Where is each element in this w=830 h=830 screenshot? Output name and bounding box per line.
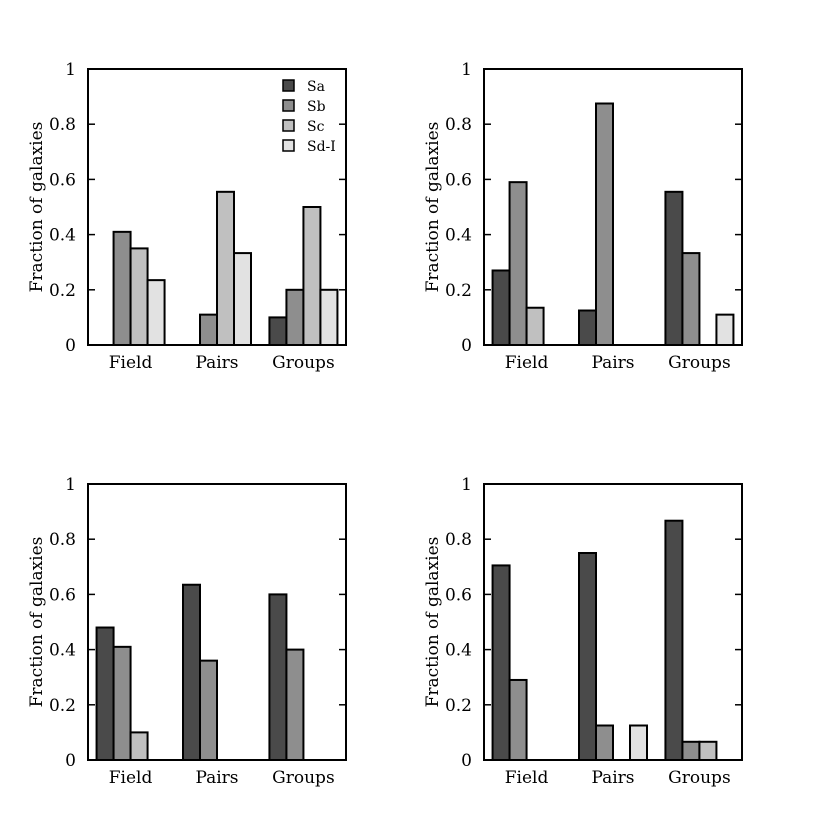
bar-pairs-sd-i [233,252,252,346]
y-axis-label: Fraction of galaxies [423,122,443,293]
y-tick-label: 0.6 [49,585,76,605]
panel-bottom-left: 0 0.2 0.4 0.6 0.8 1 Field Pairs Groups Fraction o… [27,475,347,788]
y-tick-label: 0.2 [445,696,472,716]
bar-groups-sb [681,740,701,761]
bar-groups-sb [285,288,305,346]
bar-field-sc [129,731,149,762]
y-tick-label: 0.6 [49,170,76,190]
bar-groups-sb [681,252,701,346]
legend-label-sd-i: Sd-I [307,139,336,155]
x-category-label-pairs: Pairs [195,768,238,788]
plot-frame [87,483,347,761]
x-category-label-pairs: Pairs [591,353,634,373]
legend-swatch-sa [282,79,295,92]
bar-groups-sa [664,190,684,346]
x-category-label-field: Field [505,768,549,788]
bar-field-sb [508,181,528,346]
legend-swatch-sb [282,99,295,112]
legend-label-sc: Sc [307,119,325,135]
panel-bottom-right: 0 0.2 0.4 0.6 0.8 1 Field Pairs Groups Fraction o… [423,475,743,788]
panel-top-right: 0 0.2 0.4 0.6 0.8 1 Field Pairs Groups Fraction o… [423,60,743,373]
x-category-label-field: Field [109,768,153,788]
y-tick-label: 1 [461,475,472,495]
bar-pairs-sa [182,583,201,761]
bar-field-sa [491,564,511,761]
y-tick-label: 0.8 [445,530,472,550]
bar-field-sa [491,269,511,347]
y-tick-label: 0 [461,336,472,356]
plot-frame [483,68,743,346]
plot-frame [87,68,347,346]
y-tick-label: 0.4 [445,226,472,246]
y-tick-label: 1 [461,60,472,80]
bar-pairs-sa [578,309,597,346]
y-tick-label: 0.8 [49,530,76,550]
y-axis-label: Fraction of galaxies [27,122,47,293]
bar-groups-sc [698,740,718,761]
y-tick-label: 0.4 [445,641,472,661]
y-axis-label: Fraction of galaxies [27,537,47,708]
bar-pairs-sb [595,102,614,346]
x-category-label-groups: Groups [668,768,731,788]
bar-pairs-sd-i [629,724,648,761]
legend-label-sa: Sa [307,79,325,95]
bar-groups-sb [285,648,305,761]
y-tick-label: 0 [65,751,76,771]
y-tick-label: 1 [65,60,76,80]
x-category-label-groups: Groups [668,353,731,373]
x-category-label-groups: Groups [272,353,335,373]
bar-groups-sa [268,316,288,346]
bar-field-sb [112,645,132,762]
bar-pairs-sb [595,724,614,761]
y-tick-label: 0.4 [49,641,76,661]
bar-field-sa [95,626,115,762]
legend-swatch-sc [282,119,295,132]
x-category-label-pairs: Pairs [195,353,238,373]
bar-field-sd-i [146,279,166,347]
legend-swatch-sd-i [282,139,295,152]
y-tick-label: 0.2 [49,281,76,301]
y-tick-label: 1 [65,475,76,495]
legend: Sa Sb Sc Sd-I [282,79,336,155]
y-tick-label: 0 [65,336,76,356]
bar-field-sc [525,306,545,346]
y-tick-label: 0.2 [445,281,472,301]
bar-pairs-sc [216,190,235,346]
y-tick-label: 0 [461,751,472,771]
bar-pairs-sb [199,313,218,347]
plot-frame [483,483,743,761]
bar-groups-sc [302,206,322,346]
bar-groups-sa [664,519,684,762]
bar-pairs-sa [578,552,597,761]
y-tick-label: 0.6 [445,585,472,605]
x-category-label-field: Field [109,353,153,373]
y-axis-label: Fraction of galaxies [423,537,443,708]
x-category-label-groups: Groups [272,768,335,788]
bar-field-sc [129,247,149,346]
x-category-label-field: Field [505,353,549,373]
bar-field-sb [112,230,132,346]
bar-field-sb [508,678,528,762]
legend-label-sb: Sb [307,99,326,115]
bar-pairs-sb [199,659,218,762]
y-tick-label: 0.4 [49,226,76,246]
y-tick-label: 0.2 [49,696,76,716]
y-tick-label: 0.6 [445,170,472,190]
bar-groups-sa [268,593,288,762]
x-category-label-pairs: Pairs [591,768,634,788]
panel-top-left: 0 0.2 0.4 0.6 0.8 1 Field Pairs Groups Fraction o… [27,60,347,373]
y-tick-label: 0.8 [445,115,472,135]
bar-groups-sd-i [319,288,339,346]
y-tick-label: 0.8 [49,115,76,135]
bar-groups-sd-i [715,313,735,347]
